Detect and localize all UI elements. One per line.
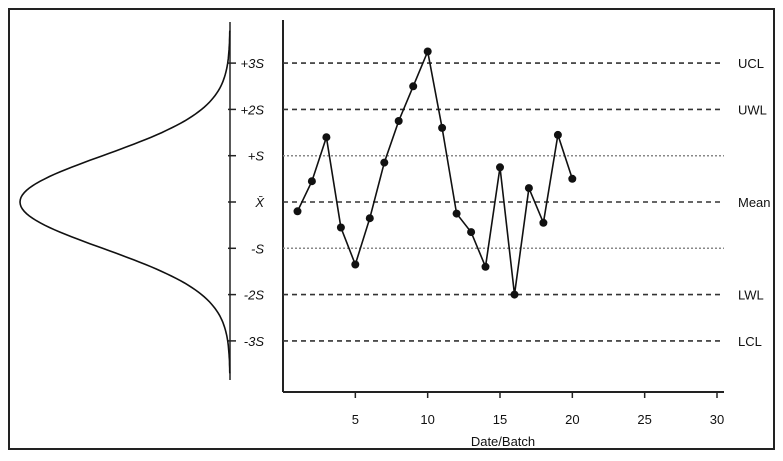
x-tick-label-0: 5	[352, 412, 359, 427]
reference-lines: +3S UCL +2S UWL +S X̄ Mean -S -2S LWL -3S LCL	[228, 56, 771, 349]
data-point-11	[438, 123, 447, 132]
sigma-label-2: +S	[248, 149, 265, 164]
data-series	[293, 47, 577, 299]
data-point-1	[293, 207, 302, 216]
distribution-curve	[19, 30, 231, 374]
sigma-label-1: +2S	[241, 102, 265, 117]
data-point-6	[365, 214, 374, 223]
data-point-12	[452, 209, 461, 218]
sigma-label-4: -S	[251, 241, 264, 256]
data-point-13	[467, 228, 476, 237]
data-point-3	[322, 133, 331, 142]
data-point-9	[409, 82, 418, 91]
x-tick-label-1: 10	[420, 412, 434, 427]
data-point-8	[394, 117, 403, 125]
data-point-10	[423, 47, 432, 56]
data-point-18	[539, 218, 548, 227]
normal-curve	[19, 30, 231, 374]
control-label-0: UCL	[738, 56, 764, 71]
data-point-20	[568, 174, 577, 183]
data-point-5	[351, 260, 360, 269]
data-point-2	[307, 177, 316, 186]
data-point-16	[510, 290, 519, 299]
x-tick-label-4: 25	[637, 412, 651, 427]
x-tick-label-5: 30	[710, 412, 724, 427]
sigma-label-3: X̄	[254, 195, 265, 210]
data-point-15	[496, 163, 504, 172]
data-point-19	[553, 130, 562, 139]
data-point-17	[524, 184, 533, 193]
sigma-label-0: +3S	[241, 56, 265, 71]
x-ticks: 5 10 15 20 25 30	[352, 392, 724, 427]
control-label-3: Mean	[738, 195, 771, 210]
control-label-6: LCL	[738, 334, 762, 349]
x-axis-title: Date/Batch	[471, 434, 535, 449]
control-label-5: LWL	[738, 288, 764, 303]
data-point-14	[481, 262, 490, 271]
control-label-1: UWL	[738, 102, 767, 117]
data-point-7	[380, 158, 389, 167]
series-line	[296, 48, 574, 295]
x-tick-label-3: 20	[565, 412, 579, 427]
sigma-label-6: -3S	[244, 334, 265, 349]
x-tick-label-2: 15	[493, 412, 507, 427]
data-point-4	[336, 223, 345, 232]
chart-frame	[8, 8, 775, 450]
sigma-label-5: -2S	[244, 288, 265, 303]
